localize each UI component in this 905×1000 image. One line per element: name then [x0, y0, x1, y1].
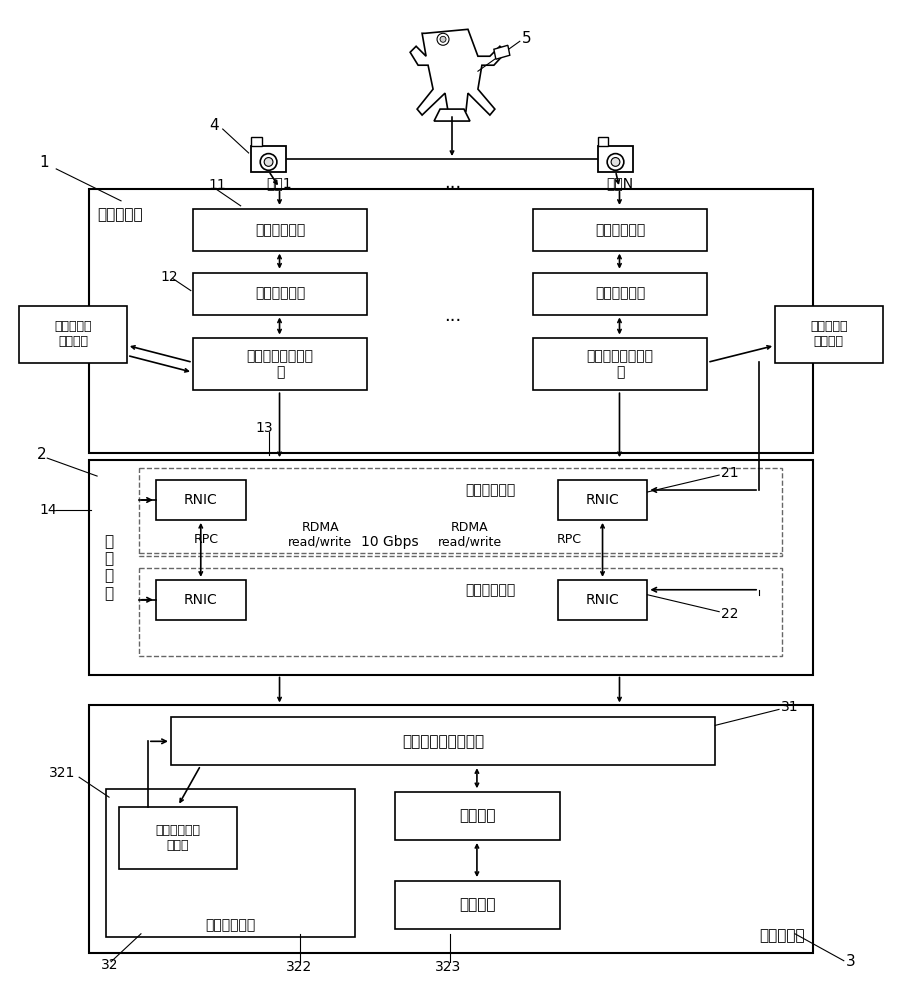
Text: 321: 321	[49, 766, 76, 780]
Bar	[557, 480, 647, 520]
Bar	[106, 789, 356, 937]
Bar	[119, 807, 237, 869]
Polygon shape	[494, 45, 510, 59]
Text: 通
信
模
块: 通 信 模 块	[104, 534, 114, 601]
Text: ...: ...	[444, 174, 462, 192]
Text: RNIC: RNIC	[184, 493, 217, 507]
Bar	[251, 146, 286, 172]
Text: 磁盘阵列: 磁盘阵列	[459, 897, 496, 912]
Bar	[193, 338, 367, 390]
Text: RNIC: RNIC	[184, 593, 217, 607]
Text: 数据采集端: 数据采集端	[97, 207, 143, 222]
Text: 11: 11	[209, 178, 226, 192]
Bar	[533, 273, 707, 315]
Text: 数据读写模块: 数据读写模块	[255, 287, 305, 301]
Text: 存储节点: 存储节点	[459, 809, 496, 824]
Text: 22: 22	[721, 607, 738, 621]
Text: 32: 32	[101, 958, 119, 972]
Text: 323: 323	[435, 960, 462, 974]
Bar	[598, 137, 608, 146]
Bar	[89, 705, 813, 953]
Text: 通道1: 通道1	[267, 176, 292, 190]
Text: 3: 3	[846, 954, 855, 969]
Text: 1: 1	[39, 155, 49, 170]
Bar	[156, 480, 245, 520]
Text: RPC: RPC	[557, 533, 582, 546]
Bar	[251, 137, 262, 146]
Bar	[89, 460, 813, 675]
Text: 第一非易失
内存模块: 第一非易失 内存模块	[54, 320, 92, 348]
Text: 13: 13	[255, 421, 273, 435]
Text: 第一非易失
内存模块: 第一非易失 内存模块	[810, 320, 848, 348]
Text: 2: 2	[37, 447, 47, 462]
Bar	[598, 146, 633, 172]
Text: RDMA
read/write: RDMA read/write	[438, 521, 502, 549]
Circle shape	[607, 154, 624, 170]
Bar	[139, 568, 782, 656]
Polygon shape	[434, 109, 470, 121]
Bar	[557, 580, 647, 620]
Bar	[193, 273, 367, 315]
Text: ...: ...	[444, 307, 462, 325]
Text: RNIC: RNIC	[586, 593, 619, 607]
Text: 第一非易失内
存模块: 第一非易失内 存模块	[156, 824, 200, 852]
Bar	[395, 792, 559, 840]
Circle shape	[264, 158, 273, 166]
Text: 采集端内存管理模
块: 采集端内存管理模 块	[246, 349, 313, 379]
Circle shape	[440, 36, 446, 42]
Text: 存储端内存管理模块: 存储端内存管理模块	[402, 734, 484, 749]
Text: 21: 21	[721, 466, 738, 480]
Text: RDMA
read/write: RDMA read/write	[289, 521, 352, 549]
Text: 5: 5	[522, 31, 531, 46]
Text: 采集端内存管理模
块: 采集端内存管理模 块	[586, 349, 653, 379]
Bar	[395, 881, 559, 929]
Circle shape	[437, 33, 449, 45]
Bar	[156, 580, 245, 620]
Text: 322: 322	[285, 960, 311, 974]
Bar	[89, 189, 813, 453]
Bar	[193, 209, 367, 251]
Bar	[533, 338, 707, 390]
Text: 第一通信模块: 第一通信模块	[465, 483, 516, 497]
Text: 12: 12	[161, 270, 178, 284]
Text: 数据采集接口: 数据采集接口	[595, 223, 645, 237]
Circle shape	[261, 154, 277, 170]
Text: 数据读写模块: 数据读写模块	[595, 287, 645, 301]
Text: 数据采集接口: 数据采集接口	[255, 223, 305, 237]
Circle shape	[611, 158, 620, 166]
Text: 4: 4	[209, 118, 218, 133]
Text: 第二通信模块: 第二通信模块	[465, 583, 516, 597]
Text: 10 Gbps: 10 Gbps	[361, 535, 419, 549]
Text: 14: 14	[39, 503, 57, 517]
Text: 31: 31	[781, 700, 798, 714]
Text: RPC: RPC	[194, 533, 218, 546]
Polygon shape	[410, 29, 506, 115]
Bar	[533, 209, 707, 251]
Bar	[19, 306, 127, 363]
Text: 数据存储模块: 数据存储模块	[205, 918, 256, 932]
Text: RNIC: RNIC	[586, 493, 619, 507]
Bar	[775, 306, 882, 363]
Bar	[139, 468, 782, 556]
Bar	[171, 717, 715, 765]
Text: 数据存储端: 数据存储端	[759, 928, 805, 943]
Text: 通道N: 通道N	[606, 176, 634, 190]
